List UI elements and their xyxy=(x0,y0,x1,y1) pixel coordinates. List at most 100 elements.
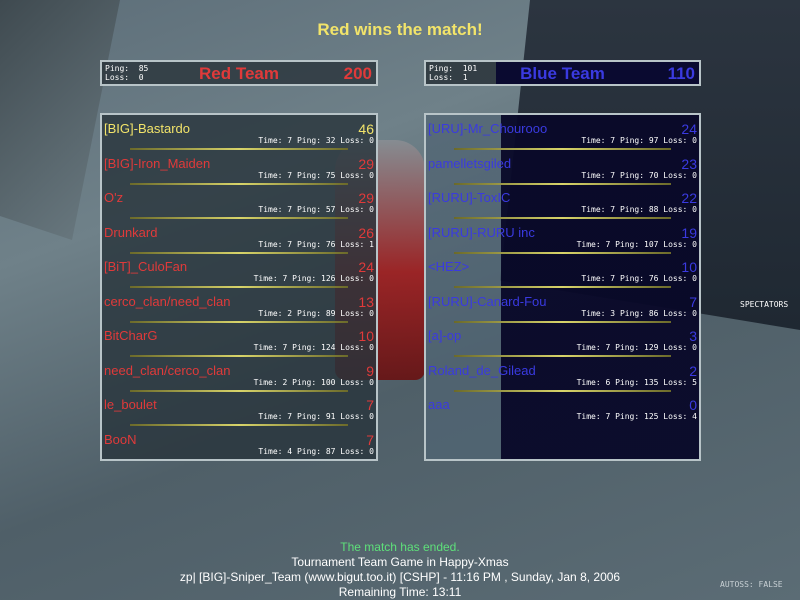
player-score: 0 xyxy=(689,397,697,413)
player-row: le_boulet 7 Time: 7 Ping: 91 Loss: 0 xyxy=(102,393,376,427)
player-score: 10 xyxy=(358,328,374,344)
player-row: [BIG]-Iron_Maiden 29 Time: 7 Ping: 75 Lo… xyxy=(102,152,376,186)
player-stats: Time: 7 Ping: 107 Loss: 0 xyxy=(576,239,697,249)
player-stats: Time: 2 Ping: 89 Loss: 0 xyxy=(258,308,374,318)
row-divider xyxy=(454,217,671,219)
player-score: 22 xyxy=(681,190,697,206)
player-stats: Time: 7 Ping: 126 Loss: 0 xyxy=(253,274,374,283)
player-score: 13 xyxy=(358,293,374,310)
player-score: 23 xyxy=(681,155,697,172)
row-divider xyxy=(454,182,671,185)
row-divider xyxy=(130,286,348,288)
server-info: zp| [BIG]-Sniper_Team (www.bigut.too.it)… xyxy=(179,570,621,584)
row-divider xyxy=(130,355,348,357)
red-team-header: Ping: 85 Loss: 0 Red Team 200 xyxy=(100,60,378,86)
row-divider xyxy=(454,355,671,357)
player-score: 9 xyxy=(366,362,374,379)
player-row: need_clan/cerco_clan 9 Time: 2 Ping: 100… xyxy=(102,359,376,393)
blue-team-player-list: [URU]-Mr_Chourooo 24 Time: 7 Ping: 97 Lo… xyxy=(424,113,701,461)
player-name: [URU]-Mr_Chourooo xyxy=(428,121,548,136)
player-score: 19 xyxy=(681,224,697,241)
remaining-time: Remaining Time: 13:11 xyxy=(338,585,462,599)
player-name: le_boulet xyxy=(104,397,157,412)
player-row: [a]-op 3 Time: 7 Ping: 129 Loss: 0 xyxy=(426,324,699,358)
player-score: 10 xyxy=(681,259,697,275)
row-divider xyxy=(130,217,348,219)
player-name: cerco_clan/need_clan xyxy=(104,293,231,309)
row-divider xyxy=(130,148,348,150)
player-stats: Time: 7 Ping: 91 Loss: 0 xyxy=(258,412,374,421)
player-score: 7 xyxy=(366,397,374,413)
red-team-score: 200 xyxy=(343,64,372,83)
red-team-name: Red Team xyxy=(199,64,279,83)
player-name: [BIG]-Iron_Maiden xyxy=(104,155,211,171)
player-score: 29 xyxy=(358,155,374,172)
player-name: [a]-op xyxy=(428,328,462,343)
player-row: pamelletsgiled 23 Time: 7 Ping: 70 Loss:… xyxy=(426,152,699,186)
row-divider xyxy=(454,389,671,392)
blue-ping: Ping: 101 xyxy=(429,64,478,73)
player-row: aaa 0 Time: 7 Ping: 125 Loss: 4 xyxy=(426,393,699,427)
row-divider xyxy=(454,251,671,254)
player-stats: Time: 7 Ping: 70 Loss: 0 xyxy=(581,170,697,180)
blue-team-score: 110 xyxy=(667,64,695,83)
player-stats: Time: 7 Ping: 124 Loss: 0 xyxy=(253,343,374,352)
player-name: pamelletsgiled xyxy=(428,155,512,171)
blue-loss: Loss: 1 xyxy=(429,73,468,82)
player-score: 24 xyxy=(358,259,374,275)
player-score: 26 xyxy=(358,224,374,241)
player-stats: Time: 7 Ping: 32 Loss: 0 xyxy=(258,136,374,145)
player-stats: Time: 7 Ping: 97 Loss: 0 xyxy=(581,136,697,145)
player-name: [RURU]-ToxIC xyxy=(428,190,511,205)
player-name: [BiT]_CuloFan xyxy=(104,259,188,274)
player-score: 2 xyxy=(689,362,697,379)
player-score: 46 xyxy=(358,121,374,137)
player-row: [RURU]-ToxIC 22 Time: 7 Ping: 88 Loss: 0 xyxy=(426,186,699,220)
player-row: BitCharG 10 Time: 7 Ping: 124 Loss: 0 xyxy=(102,324,376,358)
player-row: Roland_de_Gilead 2 Time: 6 Ping: 135 Los… xyxy=(426,359,699,393)
blue-team-name: Blue Team xyxy=(520,64,605,83)
player-score: 3 xyxy=(689,328,697,344)
player-row: [RURU]-Canard-Fou 7 Time: 3 Ping: 86 Los… xyxy=(426,290,699,324)
blue-team-header: Ping: 101 Loss: 1 Blue Team 110 xyxy=(424,60,701,86)
player-name: Roland_de_Gilead xyxy=(428,362,536,378)
player-name: need_clan/cerco_clan xyxy=(104,362,231,378)
player-stats: Time: 4 Ping: 87 Loss: 0 xyxy=(258,446,374,456)
player-name: Drunkard xyxy=(104,224,158,240)
player-row: O'z 29 Time: 7 Ping: 57 Loss: 0 xyxy=(102,186,376,220)
red-ping: Ping: 85 xyxy=(105,64,149,73)
player-stats: Time: 7 Ping: 75 Loss: 0 xyxy=(258,170,374,180)
player-name: BooN xyxy=(104,431,137,447)
player-row: [BiT]_CuloFan 24 Time: 7 Ping: 126 Loss:… xyxy=(102,255,376,289)
player-stats: Time: 6 Ping: 135 Loss: 5 xyxy=(576,377,697,387)
player-stats: Time: 7 Ping: 76 Loss: 0 xyxy=(581,274,697,283)
row-divider xyxy=(130,251,348,254)
player-stats: Time: 3 Ping: 86 Loss: 0 xyxy=(581,308,697,318)
game-info: Tournament Team Game in Happy-Xmas xyxy=(291,555,509,569)
row-divider xyxy=(130,320,348,323)
row-divider xyxy=(454,320,671,323)
player-row: Drunkard 26 Time: 7 Ping: 76 Loss: 1 xyxy=(102,221,376,255)
player-stats: Time: 7 Ping: 129 Loss: 0 xyxy=(576,343,697,352)
player-name: [BIG]-Bastardo xyxy=(104,121,190,136)
row-divider xyxy=(130,389,348,392)
match-ended-status: The match has ended. xyxy=(340,540,460,554)
player-row: BooN 7 Time: 4 Ping: 87 Loss: 0 xyxy=(102,428,376,462)
player-score: 7 xyxy=(366,431,374,448)
player-name: O'z xyxy=(104,190,124,205)
player-row: <HEZ> 10 Time: 7 Ping: 76 Loss: 0 xyxy=(426,255,699,289)
player-stats: Time: 7 Ping: 125 Loss: 4 xyxy=(576,412,697,421)
player-row: cerco_clan/need_clan 13 Time: 2 Ping: 89… xyxy=(102,290,376,324)
player-row: [URU]-Mr_Chourooo 24 Time: 7 Ping: 97 Lo… xyxy=(426,117,699,151)
match-result-title: Red wins the match! xyxy=(317,20,483,39)
player-name: aaa xyxy=(428,397,450,412)
player-stats: Time: 7 Ping: 57 Loss: 0 xyxy=(258,205,374,214)
player-row: [BIG]-Bastardo 46 Time: 7 Ping: 32 Loss:… xyxy=(102,117,376,151)
player-name: <HEZ> xyxy=(428,259,470,274)
row-divider xyxy=(130,182,348,185)
player-name: BitCharG xyxy=(104,328,158,343)
red-loss: Loss: 0 xyxy=(105,73,144,82)
player-score: 7 xyxy=(689,293,697,310)
player-stats: Time: 7 Ping: 76 Loss: 1 xyxy=(258,239,374,249)
row-divider xyxy=(454,286,671,288)
